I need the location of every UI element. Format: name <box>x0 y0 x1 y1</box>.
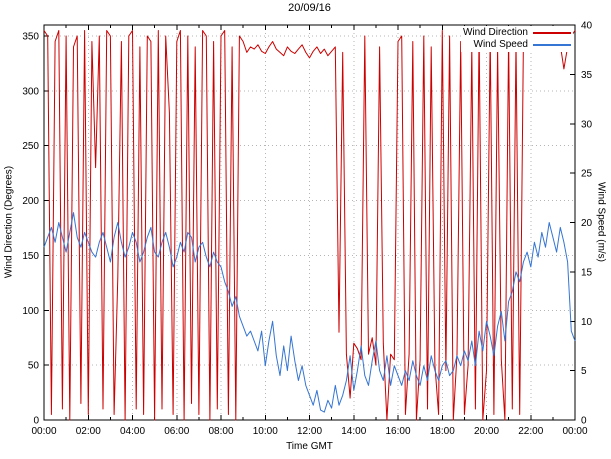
x-tick-label: 02:00 <box>76 426 101 437</box>
x-tick-label: 18:00 <box>430 426 455 437</box>
legend-item-wind-direction: Wind Direction <box>463 27 571 39</box>
y-left-tick-label: 200 <box>22 196 39 207</box>
y-right-tick-label: 10 <box>581 317 593 328</box>
y-right-tick-label: 25 <box>581 169 593 180</box>
x-tick-label: 12:00 <box>297 426 322 437</box>
y-right-tick-label: 40 <box>581 21 593 32</box>
y-left-tick-label: 350 <box>22 31 39 42</box>
y-right-tick-label: 15 <box>581 267 593 278</box>
wind-direction-series-line <box>43 30 576 421</box>
x-tick-label: 06:00 <box>164 426 189 437</box>
x-tick-label: 04:00 <box>120 426 145 437</box>
y-left-tick-label: 50 <box>28 361 40 372</box>
right-axis-label: Wind Speed (m/s) <box>595 181 607 263</box>
x-tick-label: 20:00 <box>474 426 499 437</box>
y-left-tick-label: 250 <box>22 141 39 152</box>
y-right-tick-label: 0 <box>581 416 587 427</box>
y-right-tick-label: 5 <box>581 366 587 377</box>
y-right-tick-label: 20 <box>581 218 593 229</box>
y-left-tick-label: 100 <box>22 306 39 317</box>
left-axis-label: Wind Direction (Degrees) <box>3 165 15 279</box>
x-tick-label: 14:00 <box>341 426 366 437</box>
legend: Wind Direction Wind Speed <box>460 26 573 52</box>
legend-label-wind-speed: Wind Speed <box>473 39 528 50</box>
x-tick-label: 00:00 <box>562 426 587 437</box>
x-tick-label: 08:00 <box>208 426 233 437</box>
x-tick-label: 16:00 <box>385 426 410 437</box>
y-left-tick-label: 150 <box>22 251 39 262</box>
legend-item-wind-speed: Wind Speed <box>463 39 571 51</box>
y-right-tick-label: 30 <box>581 119 593 130</box>
x-axis-label: Time GMT <box>286 441 333 452</box>
wind-speed-line-swatch <box>533 44 571 46</box>
wind-direction-line-swatch <box>533 32 571 34</box>
x-tick-label: 22:00 <box>518 426 543 437</box>
y-left-tick-label: 300 <box>22 86 39 97</box>
legend-label-wind-direction: Wind Direction <box>462 27 528 38</box>
x-tick-label: 00:00 <box>31 426 56 437</box>
wind-speed-series-line <box>43 212 576 413</box>
y-left-tick-label: 0 <box>33 416 39 427</box>
chart-title: 20/09/16 <box>288 2 331 14</box>
x-tick-label: 10:00 <box>253 426 278 437</box>
y-right-tick-label: 35 <box>581 70 593 81</box>
